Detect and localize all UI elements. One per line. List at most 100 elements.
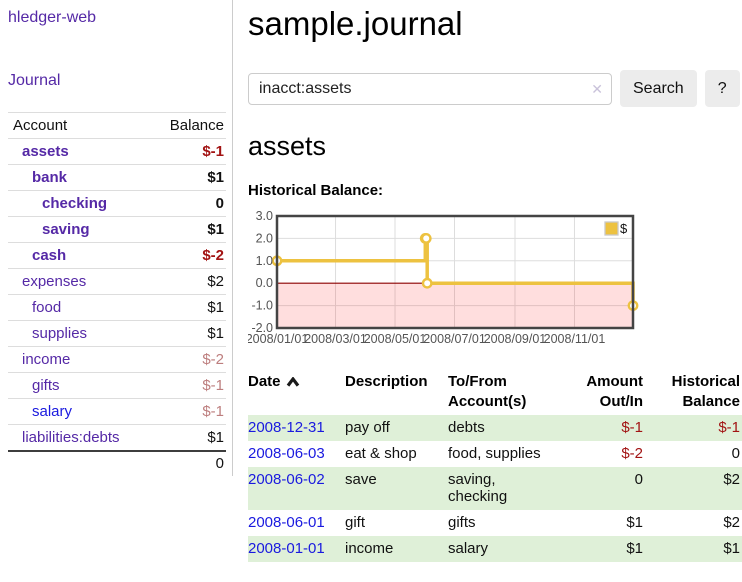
account-name-cell: income (8, 346, 153, 373)
account-name-cell: cash (8, 242, 153, 269)
account-balance: $1 (152, 294, 226, 321)
account-link[interactable]: gifts (32, 377, 60, 394)
historical-balance-chart: $3.0 2.0 1.0 0.0 -1.0 -2.0 2008/01/01 2008/03/0… (246, 206, 742, 358)
total-balance: 0 (152, 450, 226, 476)
account-link[interactable]: checking (42, 195, 108, 212)
account-balance: $2 (152, 268, 226, 295)
register-amount-cell: $-1 (560, 415, 645, 441)
account-balance: $1 (152, 216, 226, 243)
account-name-cell: checking (8, 190, 153, 217)
account-name-cell: gifts (8, 372, 153, 399)
register-accounts-cell: food, supplies (448, 445, 541, 462)
transaction-date-link[interactable]: 2008-12-31 (248, 419, 325, 436)
register-date-cell: 2008-12-31 (248, 415, 345, 441)
account-row: cash $-2 (8, 242, 226, 269)
account-name-cell: supplies (8, 320, 153, 347)
account-row: food $1 (8, 294, 226, 321)
register-balance-cell: $2 (723, 514, 740, 531)
y-axis-tick-label: 1.0 (256, 254, 273, 268)
account-name-cell: assets (8, 139, 153, 165)
account-row: assets $-1 (8, 139, 226, 165)
account-row: income $-2 (8, 346, 226, 373)
account-balance: $1 (152, 320, 226, 347)
y-axis-tick-label: 2.0 (256, 231, 273, 245)
legend-swatch (604, 221, 619, 236)
register-accounts-cell: saving, checking (448, 467, 560, 510)
register-accounts-cell: debts (448, 415, 560, 441)
search-box: ✕ (248, 72, 612, 105)
account-link[interactable]: assets (22, 143, 69, 160)
description-column-header: Description (345, 373, 428, 390)
account-column-header: Account (8, 112, 153, 139)
total-row-spacer (8, 450, 153, 476)
account-link[interactable]: bank (32, 169, 68, 186)
y-axis-tick-label: 3.0 (256, 209, 273, 223)
transaction-date-link[interactable]: 2008-06-03 (248, 445, 325, 462)
account-row: supplies $1 (8, 320, 226, 347)
account-link[interactable]: cash (32, 247, 67, 264)
account-balance: $1 (152, 164, 226, 191)
account-row: saving $1 (8, 216, 226, 243)
total-row: 0 (8, 450, 226, 476)
register-description-cell: eat & shop (345, 445, 417, 462)
x-axis-tick-label: 2008/07/01 (423, 332, 486, 346)
register-row: 2008-06-02 save saving, checking 0 $2 (248, 467, 742, 510)
search-input[interactable] (248, 72, 612, 105)
balance-column-header-main: Historical Balance (671, 373, 740, 410)
account-balance: $-1 (152, 372, 226, 399)
register-accounts-cell: gifts (448, 514, 476, 531)
brand-link[interactable]: hledger-web (8, 9, 97, 26)
account-link[interactable]: salary (32, 403, 73, 420)
register-row: 2008-01-01 income salary $1 $1 (248, 536, 742, 562)
accounts-column-header: To/From Account(s) (448, 373, 527, 410)
register-amount-cell: 0 (560, 467, 645, 510)
register-row: 2008-06-03 eat & shop food, supplies $-2 0 (248, 441, 742, 467)
account-link[interactable]: saving (42, 221, 90, 238)
transaction-date-link[interactable]: 2008-06-02 (248, 471, 325, 488)
transaction-date-link[interactable]: 2008-01-01 (248, 540, 325, 557)
register-amount-cell: $1 (560, 536, 645, 562)
account-balance: $-1 (152, 398, 226, 425)
register-balance-cell: $1 (645, 536, 742, 562)
transaction-date-link[interactable]: 2008-06-01 (248, 514, 325, 531)
register-description-cell: income (345, 536, 448, 562)
account-link[interactable]: food (32, 299, 62, 316)
sort-ascending-icon (286, 376, 299, 387)
data-point-marker (421, 277, 433, 289)
account-balance: $-1 (202, 143, 224, 160)
sidebar: hledger-web Journal Account Balance asse… (0, 0, 233, 476)
register-description-cell: pay off (345, 415, 448, 441)
nav-journal-link[interactable]: Journal (8, 72, 61, 89)
x-axis-tick-label: 2008/01/01 (248, 332, 308, 346)
negative-region-shading (277, 283, 633, 328)
search-button[interactable]: Search (620, 70, 697, 107)
chart-canvas: $3.0 2.0 1.0 0.0 -1.0 -2.02008/01/012008/03/0… (246, 209, 639, 346)
account-name-cell: expenses (8, 268, 153, 295)
account-link[interactable]: income (22, 351, 71, 368)
register-header-row: Date Description To/From Account(s) Amou… (248, 370, 742, 415)
y-axis-tick-label: 0.0 (256, 276, 273, 290)
register-date-cell: 2008-06-01 (248, 510, 345, 536)
account-row: checking 0 (8, 190, 226, 217)
register-row: 2008-06-01 gift gifts $1 $2 (248, 510, 742, 536)
account-row: liabilities:debts $1 (8, 424, 226, 451)
account-row: salary $-1 (8, 398, 226, 425)
clear-search-icon[interactable]: ✕ (591, 80, 603, 97)
data-point-marker (420, 233, 432, 244)
register-description-cell: gift (345, 514, 366, 531)
register-row: 2008-12-31 pay off debts $-1 $-1 (248, 415, 742, 441)
account-row: expenses $2 (8, 268, 226, 295)
register-table: Date Description To/From Account(s) Amou… (248, 370, 742, 562)
help-button[interactable]: ? (704, 70, 740, 107)
account-link[interactable]: expenses (22, 273, 87, 290)
account-link[interactable]: liabilities:debts (22, 429, 120, 446)
date-column-header[interactable]: Date (248, 370, 345, 415)
account-name-cell: bank (8, 164, 153, 191)
y-axis-tick-label: -1.0 (251, 299, 273, 313)
account-name-cell: saving (8, 216, 153, 243)
x-axis-tick-label: 2008/09/01 (484, 332, 547, 346)
account-balance: $-2 (152, 242, 226, 269)
main-content: sample.journal ✕ Search ? assets Histori… (234, 0, 742, 562)
search-form: ✕ Search ? (248, 70, 742, 107)
account-link[interactable]: supplies (32, 325, 88, 342)
